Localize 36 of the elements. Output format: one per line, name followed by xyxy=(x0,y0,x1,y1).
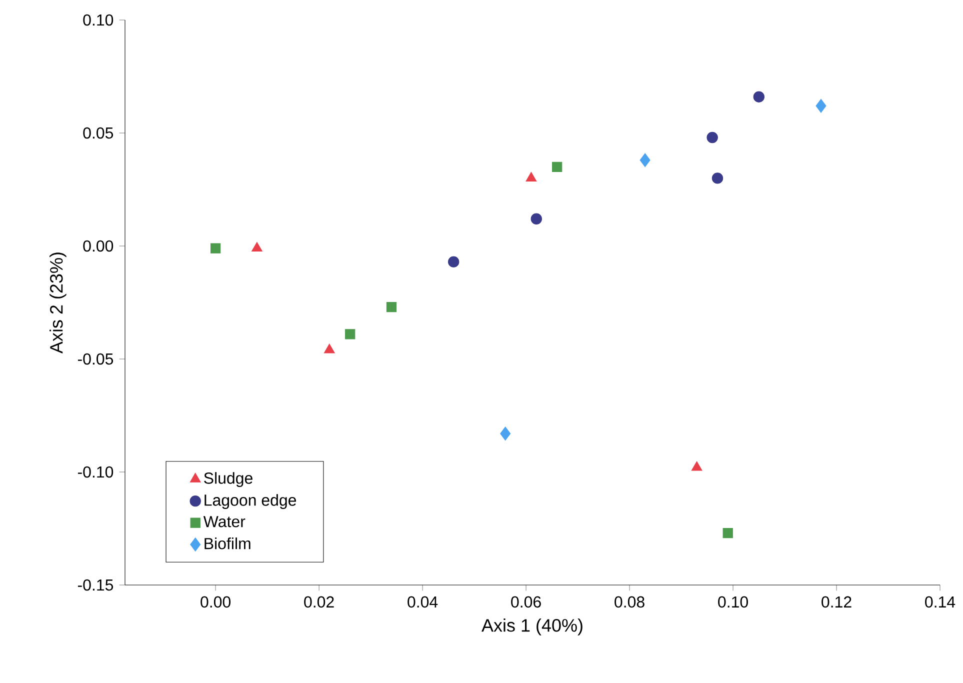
point xyxy=(722,528,733,538)
point xyxy=(251,242,262,252)
x-tick-label: 0.14 xyxy=(925,596,956,608)
x-tick-label: 0.06 xyxy=(511,596,541,608)
point xyxy=(552,162,562,172)
x-tick-label: 0.04 xyxy=(408,596,438,608)
point xyxy=(816,98,826,113)
y-tick-label: -0.10 xyxy=(78,466,114,478)
point xyxy=(640,153,650,168)
x-tick-label: 0.12 xyxy=(822,596,852,608)
point xyxy=(712,172,724,184)
y-tick-label: 0.10 xyxy=(83,14,114,26)
y-tick-label: -0.05 xyxy=(78,353,114,365)
x-tick-label: 0.00 xyxy=(200,596,231,608)
point xyxy=(753,91,764,102)
y-axis-title: Axis 2 (23%) xyxy=(50,252,66,354)
y-tick-label: 0.05 xyxy=(83,127,114,139)
legend-label: Sludge xyxy=(204,472,252,487)
x-axis-title: Axis 1 (40%) xyxy=(482,618,582,636)
point xyxy=(530,213,542,224)
legend-label: Water xyxy=(203,516,246,528)
x-tick-label: 0.02 xyxy=(304,596,334,608)
point xyxy=(500,426,511,441)
point xyxy=(345,329,356,340)
x-tick-label: 0.08 xyxy=(614,596,644,608)
point xyxy=(448,256,460,268)
point xyxy=(386,302,397,312)
legend-label: Lagoon edge xyxy=(204,494,296,509)
point xyxy=(691,461,702,471)
point xyxy=(210,243,221,254)
y-tick-label: 0.00 xyxy=(83,240,114,252)
point xyxy=(324,344,335,354)
legend-label: Biofilm xyxy=(204,537,250,550)
y-tick-label: -0.15 xyxy=(78,579,114,591)
x-tick-label: 0.10 xyxy=(718,596,748,608)
point xyxy=(706,132,718,144)
